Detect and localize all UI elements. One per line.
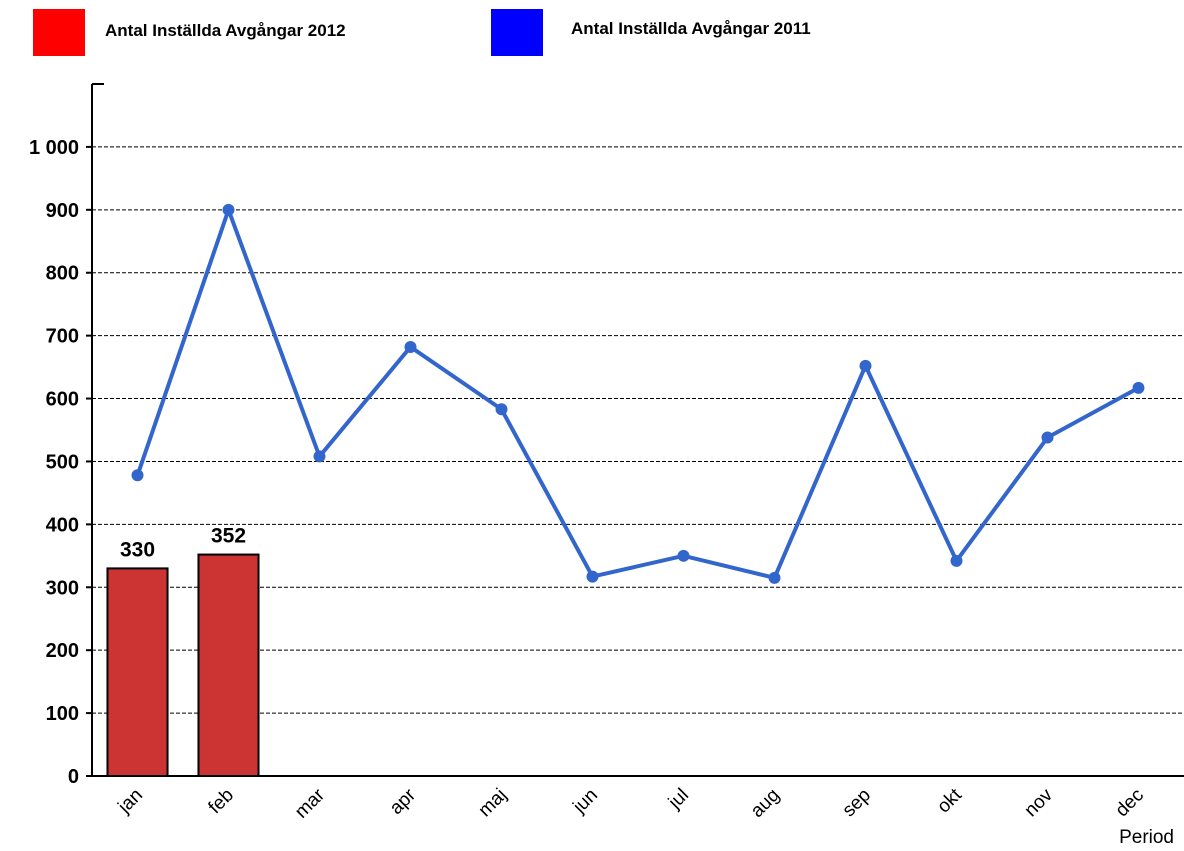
- y-tick-label: 100: [46, 703, 79, 725]
- series-line-2011: [135, 207, 1140, 580]
- line-2011: [131, 203, 1145, 584]
- y-tick-label: 300: [46, 577, 79, 599]
- y-tick-label: 1 000: [29, 137, 79, 159]
- point-2011: [1041, 431, 1054, 444]
- point-2011: [768, 571, 781, 584]
- bar-data-label: 330: [120, 538, 155, 561]
- point-2011: [131, 469, 144, 482]
- y-tick-label: 400: [46, 514, 79, 536]
- legend-label-2011: Antal Inställda Avgångar 2011: [571, 19, 811, 38]
- x-tick-label: feb: [205, 785, 239, 819]
- x-tick-label: nov: [1021, 784, 1058, 821]
- x-axis-title: Period: [1119, 827, 1174, 848]
- y-tick-label: 700: [46, 326, 79, 348]
- point-2011: [495, 403, 508, 416]
- legend-swatch-2011: [491, 9, 543, 56]
- legend-label-2012: Antal Inställda Avgångar 2012: [105, 21, 346, 40]
- bars-2012: [106, 553, 260, 778]
- bar-2012: [197, 553, 260, 777]
- point-2011: [1132, 381, 1145, 394]
- bar-2012: [106, 567, 169, 778]
- point-2011: [222, 203, 235, 216]
- y-tick-label: 0: [68, 766, 79, 788]
- x-tick-label: sep: [839, 785, 876, 822]
- y-tick-label: 900: [46, 200, 79, 222]
- legend-swatch-2012: [33, 9, 85, 56]
- y-tick-label: 200: [46, 640, 79, 662]
- y-tick-label: 500: [46, 451, 79, 473]
- gridlines: [92, 146, 1184, 714]
- x-tick-label: aug: [747, 785, 784, 822]
- bar-data-label: 352: [211, 525, 246, 548]
- x-tick-label: okt: [933, 784, 966, 817]
- point-2011: [859, 359, 872, 372]
- x-tick-label: jun: [569, 785, 602, 818]
- point-2011: [586, 570, 599, 583]
- x-tick-label: jan: [114, 785, 147, 818]
- x-tick-label: maj: [475, 785, 512, 822]
- axes: [86, 83, 1184, 777]
- y-tick-label: 600: [46, 389, 79, 411]
- point-2011: [404, 340, 417, 353]
- x-tick-label: dec: [1112, 785, 1149, 822]
- x-tick-label: mar: [291, 784, 329, 822]
- point-2011: [677, 549, 690, 562]
- y-tick-label: 800: [46, 263, 79, 285]
- x-tick-label: apr: [386, 784, 421, 819]
- point-2011: [313, 450, 326, 463]
- x-tick-label: jul: [664, 785, 693, 814]
- point-2011: [950, 554, 963, 567]
